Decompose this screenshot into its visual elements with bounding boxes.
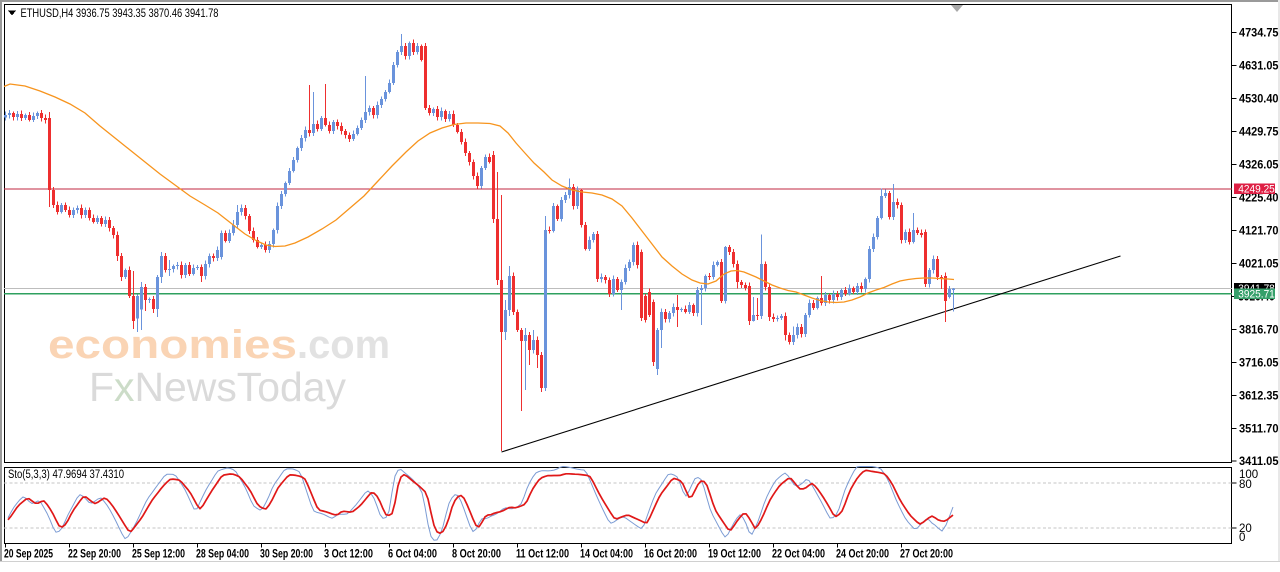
svg-text:.com: .com bbox=[297, 323, 390, 367]
svg-text:3925.71: 3925.71 bbox=[1238, 288, 1275, 300]
svg-text:14 Oct 04:00: 14 Oct 04:00 bbox=[580, 549, 633, 561]
svg-text:FxNewsToday: FxNewsToday bbox=[89, 364, 346, 410]
svg-text:20 Sep 2025: 20 Sep 2025 bbox=[4, 549, 53, 561]
svg-text:4249.25: 4249.25 bbox=[1238, 183, 1275, 195]
svg-text:4326.05: 4326.05 bbox=[1239, 159, 1279, 171]
svg-text:22 Sep 20:00: 22 Sep 20:00 bbox=[68, 549, 121, 561]
svg-text:100: 100 bbox=[1239, 469, 1258, 481]
svg-text:Sto(5,3,3) 47.9694 37.4310: Sto(5,3,3) 47.9694 37.4310 bbox=[8, 469, 124, 481]
svg-text:30 Sep 20:00: 30 Sep 20:00 bbox=[260, 549, 313, 561]
svg-text:25 Sep 12:00: 25 Sep 12:00 bbox=[132, 549, 185, 561]
svg-text:0: 0 bbox=[1239, 532, 1245, 544]
svg-text:economies: economies bbox=[48, 323, 297, 367]
svg-text:4734.75: 4734.75 bbox=[1239, 28, 1279, 40]
svg-text:3511.70: 3511.70 bbox=[1239, 423, 1279, 435]
svg-text:4429.75: 4429.75 bbox=[1239, 126, 1279, 138]
svg-text:3816.70: 3816.70 bbox=[1239, 324, 1279, 336]
svg-text:8 Oct 20:00: 8 Oct 20:00 bbox=[452, 549, 501, 561]
svg-text:28 Sep 04:00: 28 Sep 04:00 bbox=[196, 549, 249, 561]
svg-text:ETHUSD,H4 3936.75 3943.35 387: ETHUSD,H4 3936.75 3943.35 3870.46 3941.7… bbox=[21, 6, 219, 20]
svg-text:4631.05: 4631.05 bbox=[1239, 61, 1279, 73]
svg-text:16 Oct 20:00: 16 Oct 20:00 bbox=[644, 549, 697, 561]
svg-text:19 Oct 12:00: 19 Oct 12:00 bbox=[708, 549, 761, 561]
svg-text:27 Oct 20:00: 27 Oct 20:00 bbox=[900, 549, 953, 561]
svg-text:3612.35: 3612.35 bbox=[1239, 390, 1279, 402]
svg-text:4121.70: 4121.70 bbox=[1239, 225, 1279, 237]
svg-text:6 Oct 04:00: 6 Oct 04:00 bbox=[388, 549, 437, 561]
svg-text:20: 20 bbox=[1239, 523, 1252, 535]
svg-text:22 Oct 04:00: 22 Oct 04:00 bbox=[772, 549, 825, 561]
svg-text:4225.40: 4225.40 bbox=[1239, 192, 1279, 204]
svg-text:80: 80 bbox=[1239, 479, 1252, 491]
svg-text:11 Oct 12:00: 11 Oct 12:00 bbox=[516, 549, 569, 561]
svg-text:24 Oct 20:00: 24 Oct 20:00 bbox=[836, 549, 889, 561]
svg-text:3716.05: 3716.05 bbox=[1239, 357, 1279, 369]
svg-text:3 Oct 12:00: 3 Oct 12:00 bbox=[324, 549, 373, 561]
svg-text:4530.40: 4530.40 bbox=[1239, 94, 1279, 106]
svg-text:4021.05: 4021.05 bbox=[1239, 258, 1279, 270]
svg-text:3411.05: 3411.05 bbox=[1239, 456, 1279, 468]
